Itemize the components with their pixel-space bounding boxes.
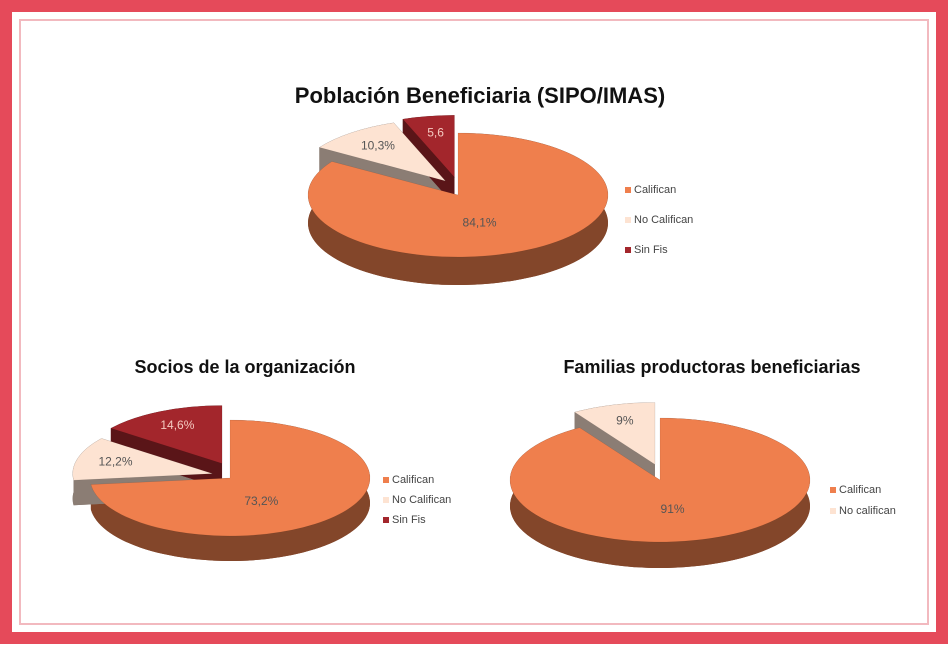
pie-slice — [307, 132, 609, 258]
legend-label: Sin Fis — [634, 244, 668, 256]
legend-label: Sin Fis — [392, 514, 426, 526]
legend-label: Califican — [392, 474, 434, 486]
legend-label: No Califican — [392, 494, 451, 506]
chart-title: Familias productoras beneficiarias — [563, 357, 860, 377]
legend-swatch — [830, 508, 836, 514]
value-label: 14,6% — [160, 418, 194, 432]
legend-swatch — [625, 247, 631, 253]
chart-title: Socios de la organización — [134, 357, 355, 377]
legend-label: Califican — [634, 184, 676, 196]
chart-title: Población Beneficiaria (SIPO/IMAS) — [295, 83, 665, 108]
legend-swatch — [383, 477, 389, 483]
legend-swatch — [625, 217, 631, 223]
pie-slice — [509, 417, 811, 543]
value-label: 10,3% — [361, 138, 395, 152]
value-label: 12,2% — [98, 455, 132, 469]
legend-label: No Califican — [634, 214, 693, 226]
value-label: 5,6 — [427, 125, 444, 139]
legend-swatch — [383, 497, 389, 503]
pie-slice — [90, 419, 371, 537]
pie-slice — [573, 402, 656, 465]
value-label: 84,1% — [463, 215, 497, 229]
pie-slice — [110, 405, 223, 464]
value-label: 9% — [616, 414, 634, 428]
legend-label: Califican — [839, 484, 881, 496]
inner-frame — [19, 19, 929, 625]
legend-swatch — [625, 187, 631, 193]
legend-swatch — [830, 487, 836, 493]
legend-swatch — [383, 517, 389, 523]
pie-slice — [72, 438, 213, 481]
legend-label: No califican — [839, 505, 896, 517]
pie-slice — [402, 115, 455, 178]
value-label: 73,2% — [244, 494, 278, 508]
value-label: 91% — [661, 502, 685, 516]
pie-slice — [318, 122, 447, 182]
